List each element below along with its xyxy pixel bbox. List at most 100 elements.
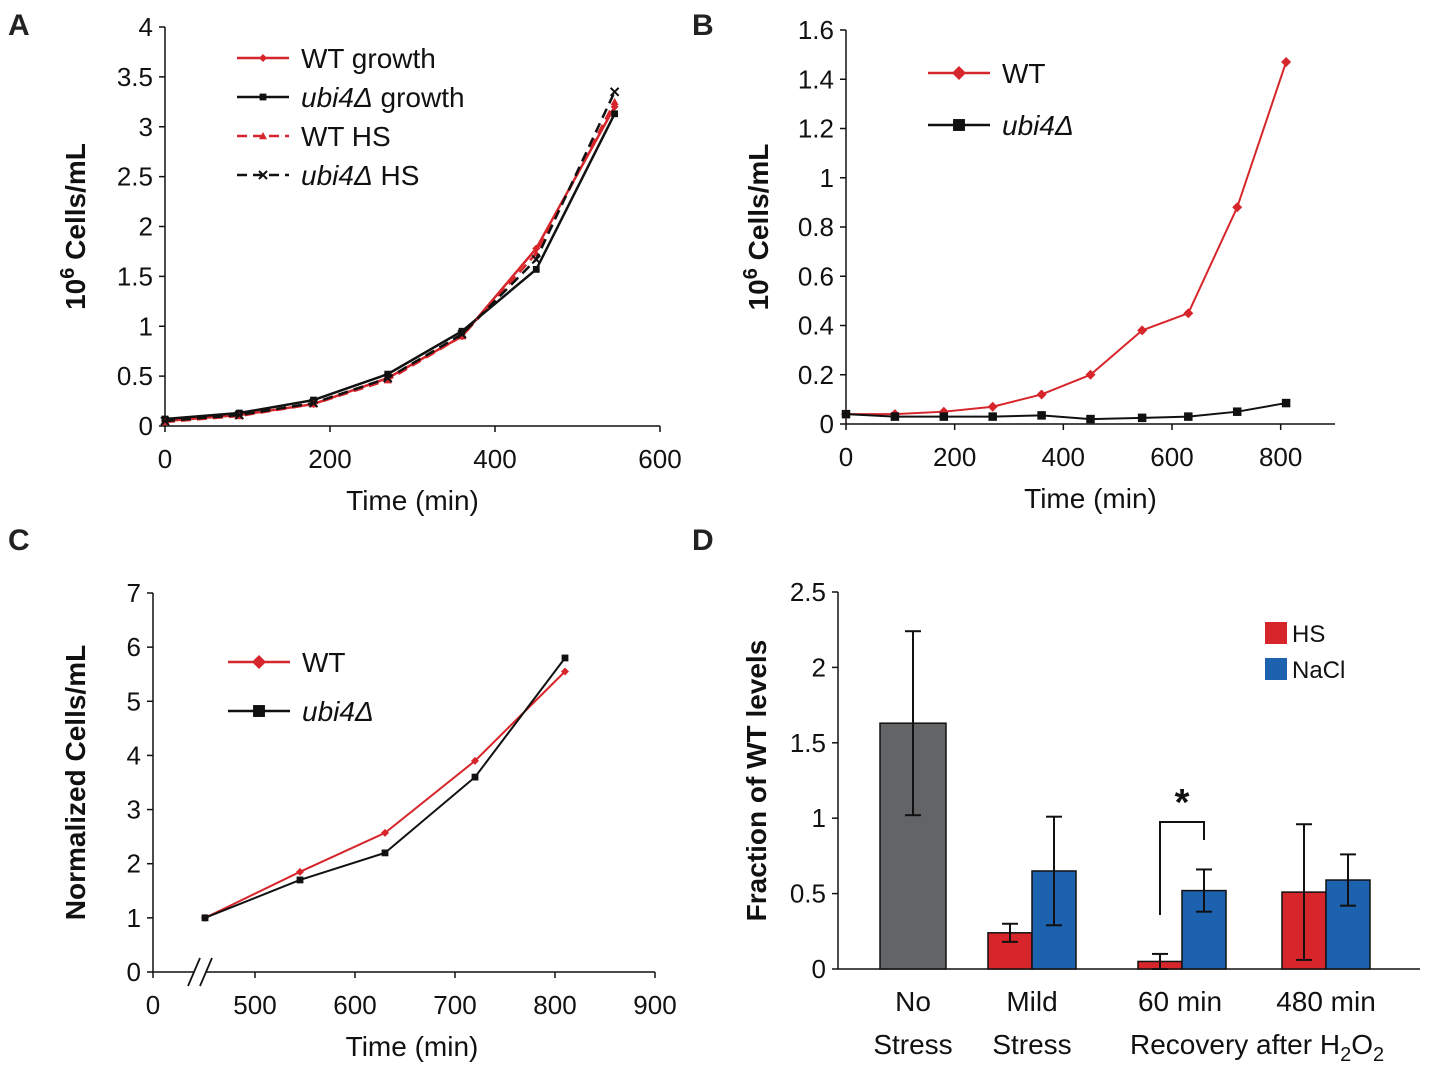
data-point	[1232, 407, 1242, 416]
data-point	[987, 401, 998, 412]
data-point	[532, 244, 541, 253]
legend-marker	[258, 170, 268, 180]
legend-swatch	[1265, 658, 1287, 680]
y-title-base: 10	[743, 279, 774, 310]
data-point	[296, 867, 304, 876]
legend-marker	[259, 54, 267, 62]
data-point	[471, 756, 479, 765]
x-tick-label: 200	[933, 442, 976, 472]
y-tick-label: 0.8	[798, 212, 834, 242]
data-point	[234, 410, 244, 420]
y-axis-title: 106 Cells/mL	[57, 143, 91, 310]
data-point	[1232, 202, 1243, 213]
legend-label: HS	[1292, 621, 1325, 648]
data-point	[381, 849, 389, 857]
data-point	[471, 773, 479, 781]
chart-d: 0 0.5 1 1.5 2 2.5 Fraction of WT levels * No Stre…	[741, 577, 1420, 1066]
x-axis-title: Time (min)	[346, 1031, 479, 1062]
x-tick-label: 0	[146, 990, 160, 1020]
data-point	[531, 254, 541, 265]
data-point	[381, 828, 389, 837]
x-tick-label: 200	[308, 444, 351, 474]
y-axis-title: 106 Cells/mL	[740, 144, 774, 311]
data-point	[1137, 325, 1148, 336]
legend-swatch	[1265, 622, 1287, 644]
x-tick-label: 0	[158, 444, 172, 474]
data-point	[532, 265, 540, 273]
y-tick-label: 2	[127, 849, 141, 879]
legend-italic: ubi4Δ	[302, 696, 374, 727]
panel-label-c: C	[8, 524, 30, 557]
data-point	[384, 370, 392, 378]
data-point	[1037, 411, 1046, 420]
y-tick-label: 0.4	[798, 311, 834, 341]
series-line-1	[845, 402, 1287, 421]
x-tick-label: 800	[533, 990, 576, 1020]
category-label: 480 min	[1276, 986, 1376, 1017]
data-point	[383, 373, 393, 383]
significance-bracket	[1159, 821, 1205, 915]
y-tick-label: 3	[139, 112, 153, 142]
legend-label: ubi4Δ HS	[301, 160, 419, 191]
y-tick-label: 2	[139, 212, 153, 242]
data-point	[939, 412, 949, 421]
data-point	[308, 398, 319, 408]
y-axis-title: Fraction of WT levels	[741, 640, 772, 922]
legend-text: HS	[373, 160, 420, 191]
x-tick-label: 600	[638, 444, 681, 474]
y-tick-label: 3	[127, 795, 141, 825]
data-point	[458, 327, 466, 335]
data-point	[1137, 413, 1147, 423]
x-subtitle-part: O	[1351, 1029, 1373, 1060]
legend-label: ubi4Δ	[1002, 110, 1074, 141]
y-tick-label: 0.5	[790, 879, 826, 909]
panel-label-d: D	[692, 524, 714, 557]
legend-label: ubi4Δ growth	[301, 82, 465, 113]
y-tick-label: 2	[812, 652, 826, 682]
x-tick-label: 400	[1042, 442, 1085, 472]
y-tick-label: 3.5	[117, 62, 153, 92]
category-label: Mild	[1006, 986, 1057, 1017]
bar-nacl	[1325, 879, 1371, 970]
legend-marker	[259, 93, 267, 101]
y-tick-label: 0.6	[798, 261, 834, 291]
legend-text: growth	[373, 82, 465, 113]
x-tick-label: 800	[1259, 442, 1302, 472]
significance-star: *	[1175, 782, 1190, 824]
x-axis-title: Time (min)	[346, 485, 479, 516]
data-point	[1184, 412, 1193, 421]
data-point	[610, 97, 619, 106]
legend-marker	[259, 132, 267, 140]
panel-label-a: A	[8, 9, 30, 42]
category-label: Stress	[992, 1029, 1071, 1060]
data-point	[1281, 57, 1292, 68]
data-point	[890, 412, 900, 421]
x-tick-label: 600	[1150, 442, 1193, 472]
data-point	[988, 412, 997, 421]
y-tick-label: 1.6	[798, 15, 834, 45]
category-label: 60 min	[1138, 986, 1222, 1017]
chart-c: 0 1 2 3 4 5 6 7 0 500 600 700 800 900 Time (min) Normal…	[60, 578, 677, 1062]
y-tick-label: 2.5	[117, 162, 153, 192]
x-tick-label: 700	[433, 990, 476, 1020]
category-label: Stress	[873, 1029, 952, 1060]
x-tick-label: 400	[473, 444, 516, 474]
panel-label-b: B	[692, 9, 714, 42]
legend-marker	[253, 705, 265, 717]
x-axis-subtitle: Recovery after H2O2	[1130, 1029, 1384, 1066]
data-point	[1036, 389, 1047, 400]
data-point	[1281, 398, 1291, 408]
y-tick-label: 7	[127, 578, 141, 608]
y-title-sup: 6	[57, 268, 79, 279]
data-point	[1086, 414, 1095, 424]
y-title-base: 10	[60, 279, 91, 310]
legend-marker	[252, 655, 266, 669]
x-axis-title: Time (min)	[1024, 483, 1157, 514]
y-tick-label: 0.5	[117, 361, 153, 391]
y-tick-label: 0.2	[798, 360, 834, 390]
y-tick-label: 1.5	[117, 261, 153, 291]
x-tick-label: 600	[333, 990, 376, 1020]
data-point	[201, 914, 209, 922]
legend-label: ubi4Δ	[302, 696, 374, 727]
y-tick-label: 1.5	[790, 728, 826, 758]
